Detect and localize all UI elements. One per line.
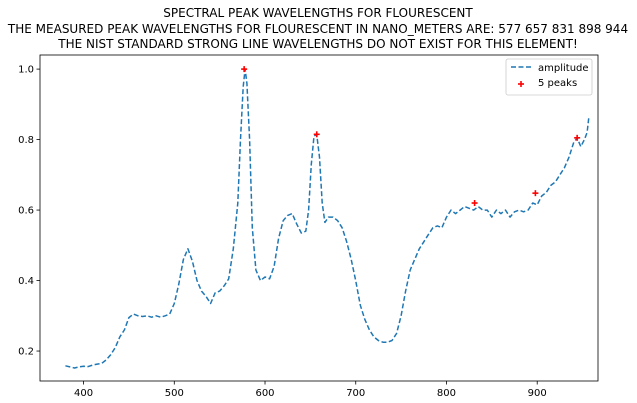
plot-frame — [39, 54, 599, 382]
y-tick-label: 0.8 — [18, 135, 34, 146]
y-tick-label: 0.2 — [18, 347, 34, 358]
legend: amplitude 5 peaks — [505, 58, 593, 96]
series-amplitude-line — [65, 68, 590, 369]
y-tick-label: 1.0 — [18, 65, 34, 76]
x-tick-label: 500 — [165, 388, 184, 399]
y-tick-label: 0.6 — [18, 206, 34, 217]
chart-title-line-2: THE MEASURED PEAK WAVELENGTHS FOR FLOURE… — [7, 22, 628, 36]
x-tick-label: 800 — [437, 388, 456, 399]
x-tick-label: 600 — [255, 388, 274, 399]
legend-marker-swatch — [518, 81, 524, 87]
peak-marker — [471, 200, 478, 207]
x-tick-label: 700 — [346, 388, 365, 399]
legend-label-amplitude: amplitude — [538, 63, 589, 74]
y-tick-label: 0.4 — [18, 276, 34, 287]
chart-title-line-3: THE NIST STANDARD STRONG LINE WAVELENGTH… — [57, 37, 578, 51]
peak-marker — [313, 131, 320, 138]
plot-marks — [65, 66, 590, 369]
peak-marker — [532, 190, 539, 197]
peak-marker — [241, 66, 248, 73]
x-tick-label: 400 — [74, 388, 93, 399]
chart-title-line-1: SPECTRAL PEAK WAVELENGTHS FOR FLOURESCEN… — [163, 6, 473, 20]
axes-ticks: 400 500 600 700 800 900 0.2 0.4 0.6 0.8 1.0 — [18, 65, 547, 399]
x-tick-label: 900 — [528, 388, 547, 399]
legend-box — [505, 58, 593, 96]
peak-marker — [574, 134, 581, 141]
legend-label-peaks: 5 peaks — [538, 78, 577, 89]
